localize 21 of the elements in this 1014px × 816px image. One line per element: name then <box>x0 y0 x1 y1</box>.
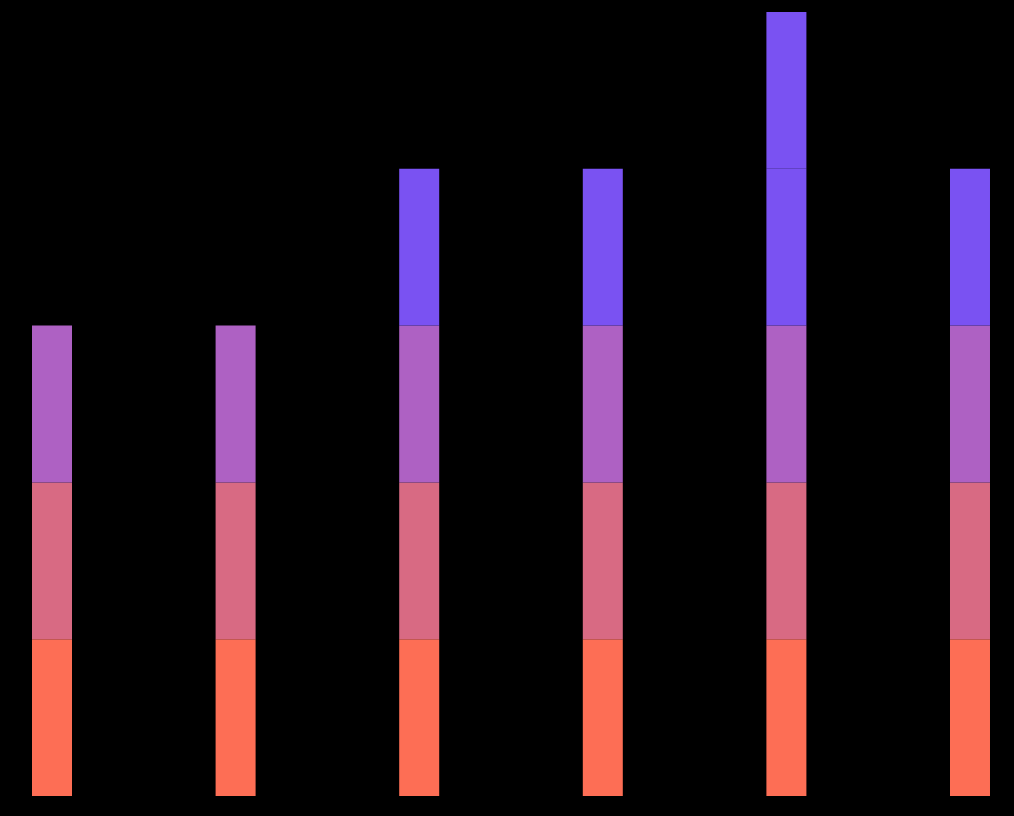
bar <box>399 325 440 483</box>
bar <box>766 482 807 640</box>
bar <box>766 639 807 796</box>
bar <box>950 168 990 326</box>
bar <box>32 639 72 796</box>
bar <box>950 482 990 640</box>
bar <box>582 325 623 483</box>
bar <box>766 325 807 483</box>
bar <box>582 482 623 640</box>
bar <box>32 325 72 483</box>
bar <box>950 639 990 796</box>
bar <box>399 482 440 640</box>
bar <box>582 168 623 326</box>
bar <box>582 639 623 796</box>
bar <box>215 325 256 483</box>
bar <box>215 639 256 796</box>
bar <box>32 482 72 640</box>
bar <box>950 325 990 483</box>
bar <box>215 482 256 640</box>
bar <box>399 639 440 796</box>
bar <box>399 168 440 326</box>
